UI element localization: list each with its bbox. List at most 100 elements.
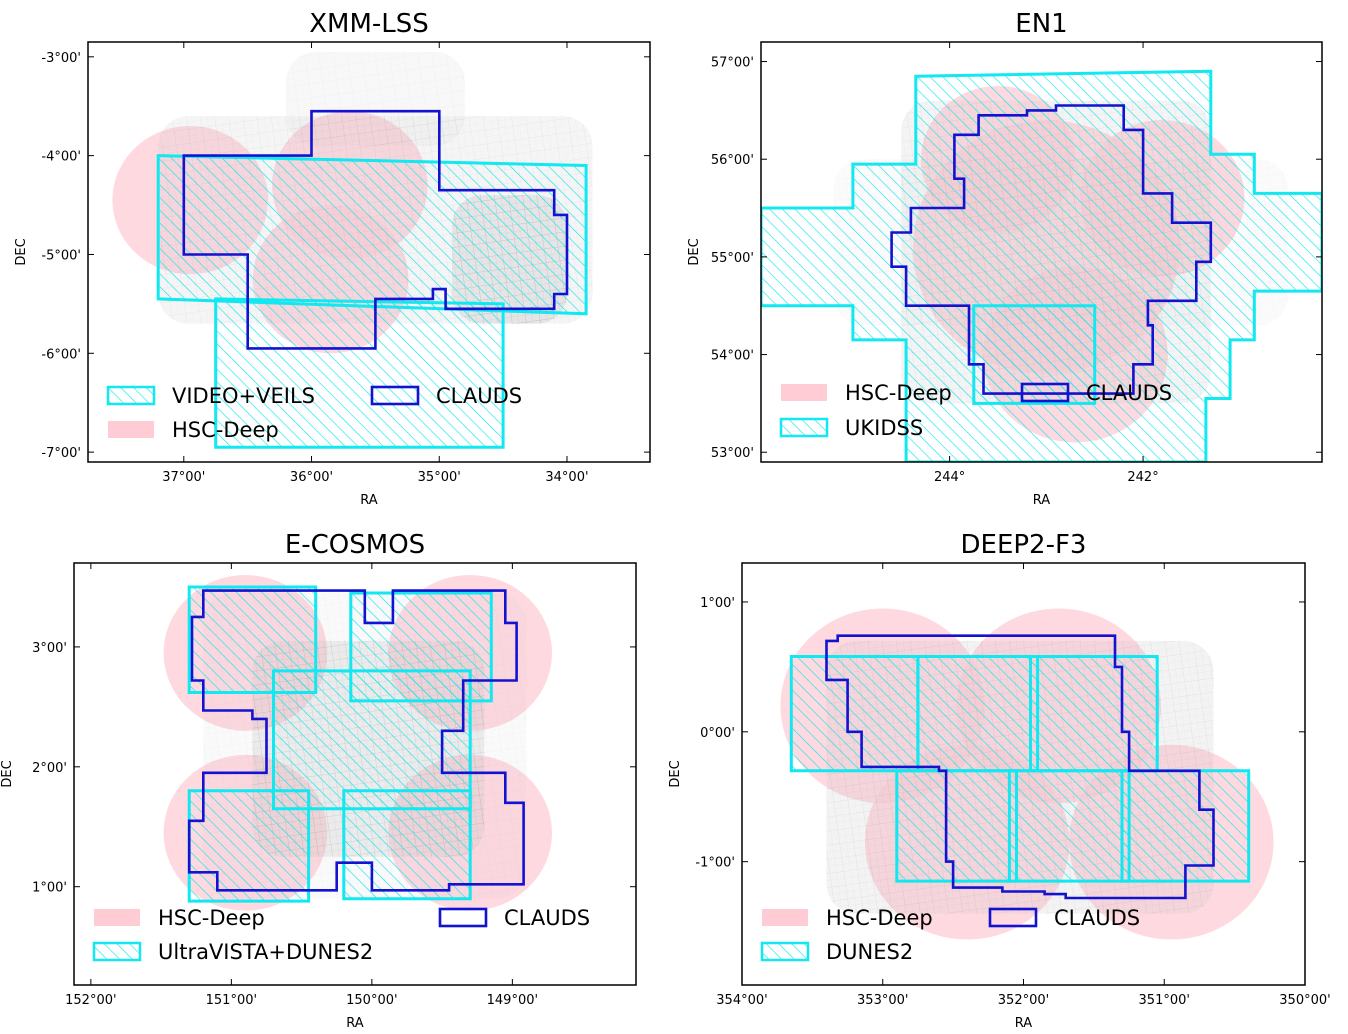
legend-label: HSC-Deep [172,418,279,442]
legend-entry: CLAUDS [370,384,522,408]
hatched-survey-region [187,789,311,903]
hatched-survey-region [156,154,588,316]
y-tick-label: 0°00' [700,726,735,741]
hatched-survey-region [916,655,1040,773]
legend-swatch-clauds [438,907,488,928]
x-tick-label: 34°00' [545,470,588,485]
x-axis-label: RA [1015,1016,1033,1031]
y-tick-label: 3°00' [32,641,67,656]
legend-entry: HSC-Deep [94,906,265,930]
panel-1: 37°00' 36°00' 35°00' 34°00' -3°00' -4°00' -5°0… [14,9,651,508]
x-tick-label: 151°00' [206,993,257,1008]
y-tick-label: 57°00' [711,56,754,71]
y-tick-label: -3°00' [41,51,81,66]
y-tick-label: -6°00' [41,347,81,362]
legend-entry: CLAUDS [1020,381,1172,405]
legend-swatch-hatch [92,941,142,962]
plot-area [88,42,650,462]
y-tick-label: -4°00' [41,150,81,165]
legend-entry: DUNES2 [760,940,913,964]
legend-label: HSC-Deep [845,381,952,405]
axes-frame [87,41,651,463]
legend-entry: VIDEO+VEILS [106,384,315,408]
hatched-survey-region [761,69,1322,462]
plot-area [74,563,636,985]
legend-label: CLAUDS [436,384,522,408]
x-tick-label: 350°00' [1279,993,1330,1008]
x-tick-label: 244° [934,470,965,485]
y-axis-label: DEC [14,238,29,265]
legend-label: VIDEO+VEILS [172,384,315,408]
legend-entry: HSC-Deep [781,381,952,405]
hatched-survey-region [972,304,1097,405]
hatched-survey-region [1029,655,1159,773]
plot-area [761,42,1322,462]
y-tick-label: 55°00' [711,251,754,266]
x-tick-label: 150°00' [346,993,397,1008]
x-axis-label: RA [1033,493,1051,508]
hatched-survey-region [789,655,920,773]
panel-2: 244° 242° 53°00' 54°00' 55°00' 56°00' 57°00' EN… [687,9,1323,508]
panel-4: 354°00' 353°00' 352°00' 351°00' 350°00' 1°00'… [668,530,1331,1031]
legend-label: CLAUDS [1086,381,1172,405]
y-tick-label: 56°00' [711,153,754,168]
y-tick-label: 54°00' [711,349,754,364]
y-tick-label: -7°00' [41,446,81,461]
imaging-tiles [285,51,465,146]
y-tick-label: 1°00' [700,596,735,611]
y-tick-label: 2°00' [32,761,67,776]
legend-entry: CLAUDS [438,906,590,930]
y-tick-label: 53°00' [711,446,754,461]
x-tick-label: 353°00' [857,993,908,1008]
hatched-survey-region [895,769,1018,883]
legend-label: UltraVISTA+DUNES2 [158,940,373,964]
panel-title: XMM-LSS [309,9,429,39]
legend-swatch-clauds [1020,382,1070,403]
legend-label: HSC-Deep [158,906,265,930]
legend-label: CLAUDS [504,906,590,930]
y-tick-label: -5°00' [41,248,81,263]
clauds-outline [187,589,525,892]
legend-swatch-hatch [106,385,156,406]
y-axis-label: DEC [668,760,683,787]
x-tick-label: 149°00' [487,993,538,1008]
legend-entry: HSC-Deep [762,906,933,930]
y-axis-label: DEC [687,238,702,265]
plot-area [742,563,1305,985]
legend-label: UKIDSS [845,416,923,440]
clauds-outline [182,109,569,350]
legend-label: CLAUDS [1054,906,1140,930]
legend-swatch-hsc [108,421,154,438]
panel-title: EN1 [1015,9,1067,39]
legend-label: DUNES2 [826,940,913,964]
x-axis-label: RA [346,1016,364,1031]
legend-label: HSC-Deep [826,906,933,930]
x-axis-label: RA [360,493,378,508]
hatched-survey-region [214,297,505,449]
legend-swatch-hsc [762,909,808,926]
legend-swatch-hsc [781,384,827,401]
legend-swatch-clauds [988,907,1038,928]
clauds-outline [890,104,1213,395]
hatched-survey-region [349,591,493,703]
x-tick-label: 152°00' [65,993,116,1008]
x-tick-label: 352°00' [998,993,1049,1008]
x-tick-label: 37°00' [162,470,205,485]
axes-frame [73,562,637,986]
hatched-survey-region [1007,769,1131,883]
x-tick-label: 35°00' [418,470,461,485]
panel-3: 152°00' 151°00' 150°00' 149°00' 1°00' 2°00' 3°… [0,530,637,1031]
x-tick-label: 36°00' [290,470,333,485]
y-tick-label: -1°00' [695,856,735,871]
panel-title: E-COSMOS [285,530,425,560]
legend-swatch-clauds [370,385,420,406]
y-axis-label: DEC [0,760,15,787]
x-tick-label: 242° [1127,470,1158,485]
legend-swatch-hsc [94,909,140,926]
legend-swatch-hatch [760,941,810,962]
hatched-survey-region [1120,769,1251,883]
legend-swatch-hatch [779,417,829,438]
axes-frame [760,41,1323,463]
legend-entry: UKIDSS [779,416,923,440]
